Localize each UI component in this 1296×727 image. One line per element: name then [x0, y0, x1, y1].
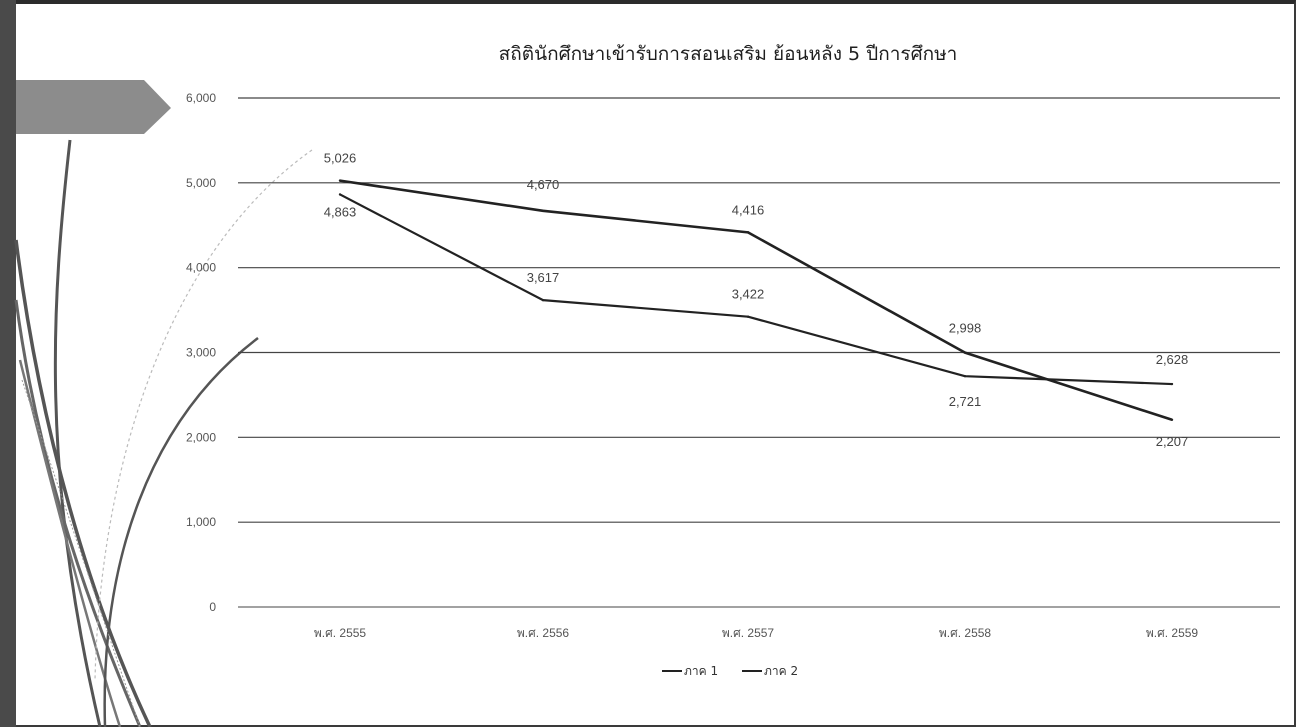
x-tick-label: พ.ศ. 2558 — [939, 626, 992, 640]
y-tick-label: 4,000 — [186, 261, 216, 275]
data-label: 4,416 — [732, 202, 765, 217]
left-accent-bar — [0, 0, 16, 727]
y-tick-label: 2,000 — [186, 430, 216, 444]
chart-title: สถิตินักศึกษาเข้ารับการสอนเสริม ย้อนหลัง… — [499, 43, 958, 65]
x-tick-label: พ.ศ. 2556 — [517, 626, 570, 640]
y-tick-label: 3,000 — [186, 346, 216, 360]
data-point — [1170, 382, 1174, 386]
x-axis-ticks: พ.ศ. 2555 พ.ศ. 2556 พ.ศ. 2557 พ.ศ. 2558 พ.ศ.… — [314, 626, 1199, 640]
legend-label: ภาค 1 — [684, 664, 718, 678]
data-label: 2,721 — [949, 394, 982, 409]
decorative-curves — [14, 139, 313, 727]
data-label: 2,207 — [1156, 434, 1189, 449]
data-label: 5,026 — [324, 151, 357, 166]
slide-tab-marker — [16, 80, 171, 134]
series-lines — [338, 179, 1174, 422]
data-label: 4,863 — [324, 204, 357, 219]
x-tick-label: พ.ศ. 2557 — [722, 626, 775, 640]
data-point — [338, 193, 342, 196]
data-label: 3,617 — [527, 270, 560, 285]
data-label: 2,628 — [1156, 352, 1189, 367]
x-tick-label: พ.ศ. 2555 — [314, 626, 367, 640]
data-point — [746, 231, 750, 234]
data-label: 4,670 — [527, 177, 560, 192]
data-label: 2,998 — [949, 321, 982, 336]
data-labels: 5,026 4,670 4,416 2,998 2,207 4,863 3,617 3,422… — [324, 151, 1189, 449]
data-label: 3,422 — [732, 287, 765, 302]
legend-label: ภาค 2 — [764, 664, 798, 678]
y-tick-label: 1,000 — [186, 515, 216, 529]
y-tick-label: 0 — [209, 600, 216, 614]
data-point — [541, 298, 545, 302]
x-tick-label: พ.ศ. 2559 — [1146, 626, 1199, 640]
data-point — [338, 179, 342, 182]
data-point — [963, 351, 967, 354]
y-tick-label: 5,000 — [186, 176, 216, 190]
data-point — [1170, 418, 1174, 421]
y-axis-ticks: 0 1,000 2,000 3,000 4,000 5,000 6,000 — [186, 91, 216, 614]
data-point — [963, 374, 967, 378]
legend: ภาค 1 ภาค 2 — [662, 664, 798, 678]
data-point — [541, 209, 545, 213]
y-tick-label: 6,000 — [186, 91, 216, 105]
data-point — [746, 315, 750, 318]
gridlines — [238, 97, 1280, 608]
